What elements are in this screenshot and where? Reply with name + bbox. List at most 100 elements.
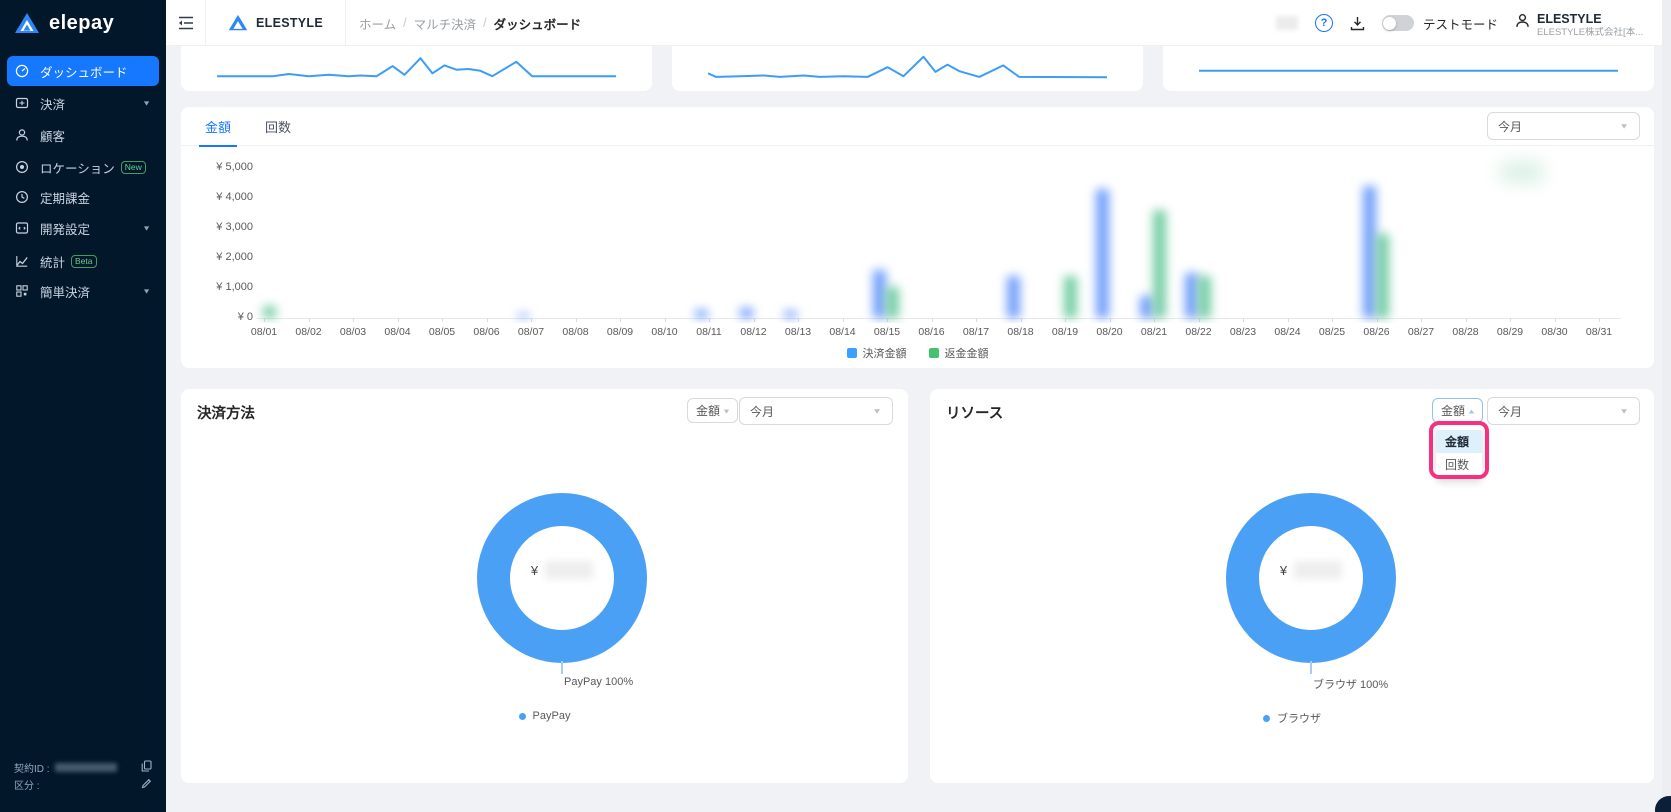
x-tick: [664, 318, 666, 322]
scrollbar-track[interactable]: [1662, 0, 1671, 812]
x-tick: [1020, 318, 1022, 322]
org-selector[interactable]: ELESTYLE: [206, 0, 346, 46]
legend-dot: [518, 712, 526, 720]
dashboard-icon: [15, 64, 30, 79]
x-tick: [1154, 318, 1155, 322]
bar-決済金額-08/15: [873, 270, 886, 318]
sidebar-item-dashboard[interactable]: ダッシュボード: [7, 56, 159, 86]
new-badge: New: [120, 160, 146, 174]
x-tick-label: 08/11: [696, 326, 722, 338]
resource-metric-button[interactable]: 金額 ▲: [1432, 398, 1483, 423]
elepay-logo: elepay: [0, 0, 166, 36]
x-tick: [442, 318, 443, 322]
donut-center-value: ¥: [477, 561, 647, 579]
x-axis-line: [257, 318, 1621, 319]
sidebar-item-label: ロケーション: [40, 161, 115, 176]
summary-card-1: [181, 46, 652, 91]
copy-icon[interactable]: [141, 760, 152, 775]
chevron-down-icon: ▼: [872, 406, 882, 416]
x-tick: [264, 318, 265, 322]
blur-artifact: [1501, 162, 1543, 182]
user-menu[interactable]: ELESTYLE ELESTYLE株式会社[本...: [1515, 7, 1657, 39]
sidebar-item-stats[interactable]: 統計 Beta: [7, 246, 159, 276]
tab-amount[interactable]: 金額: [198, 107, 238, 147]
x-tick: [1599, 318, 1600, 322]
blurred-header-item: [1275, 16, 1298, 30]
sidebar-item-dev-settings[interactable]: 開発設定 ▼: [7, 213, 159, 243]
help-icon[interactable]: ?: [1314, 14, 1333, 32]
x-tick-label: 08/25: [1318, 326, 1346, 338]
x-tick: [842, 318, 844, 322]
org-name: ELESTYLE: [256, 16, 323, 30]
donut-callout-line: [1310, 661, 1312, 674]
payment-method-title: 決済方法: [197, 406, 255, 422]
bar-決済金額-08/22: [1184, 273, 1198, 318]
resource-title: リソース: [946, 406, 1004, 422]
sidebar: elepay ダッシュボード 決済 ▼ 顧客: [0, 0, 166, 812]
x-tick: [1421, 318, 1422, 322]
y-tick-label: ¥ 4,000: [216, 191, 253, 203]
resource-period-select[interactable]: 今月 ▼: [1487, 397, 1640, 425]
x-tick-label: 08/27: [1407, 326, 1435, 338]
x-tick-label: 08/14: [829, 326, 856, 338]
payment-period-select[interactable]: 今月 ▼: [739, 397, 893, 425]
x-tick-label: 08/19: [1051, 326, 1079, 338]
x-tick-label: 08/01: [250, 326, 278, 338]
bar-chart-tabs: 金額 回数: [181, 107, 1654, 147]
sidebar-item-locations[interactable]: ロケーション New: [7, 152, 159, 182]
bar-period-select[interactable]: 今月 ▼: [1487, 112, 1640, 140]
mini-trend-chart-2: [708, 51, 1107, 87]
payment-metric-button[interactable]: 金額 ▼: [687, 398, 738, 423]
x-tick: [798, 318, 799, 322]
menu-fold-icon: [178, 16, 193, 30]
donut-callout-label: ブラウザ 100%: [1313, 679, 1389, 691]
breadcrumb-multipay[interactable]: マルチ決済: [413, 17, 477, 32]
amount-blurred: [545, 561, 594, 579]
x-tick-label: 08/02: [295, 326, 322, 338]
x-tick: [1198, 318, 1200, 322]
bar-返金金額-08/21: [1153, 210, 1166, 318]
payment-method-card: 決済方法 金額 ▼ 今月 ▼ ¥ PayPay 100% PayPay: [181, 389, 908, 783]
sidebar-collapse-button[interactable]: [166, 0, 206, 46]
x-tick-label: 08/13: [784, 326, 812, 338]
test-mode-toggle[interactable]: [1381, 15, 1414, 31]
tab-count[interactable]: 回数: [265, 119, 292, 135]
sidebar-item-payments[interactable]: 決済 ▼: [7, 88, 159, 118]
sidebar-item-label: 統計: [40, 255, 66, 270]
x-tick-label: 08/21: [1140, 326, 1168, 338]
legend-item: 決済金額: [846, 345, 907, 361]
x-tick-label: 08/03: [339, 326, 367, 338]
x-tick: [1376, 318, 1378, 322]
bar-返金金額-08/26: [1375, 234, 1389, 318]
breadcrumb-home[interactable]: ホーム: [359, 17, 397, 32]
breadcrumb-separator: /: [403, 16, 407, 30]
org-logo-icon: [228, 14, 248, 31]
chevron-up-icon: ▲: [1467, 406, 1476, 415]
user-name: ELESTYLE: [1537, 12, 1602, 26]
bar-返金金額-08/22: [1197, 276, 1211, 318]
x-tick: [976, 318, 977, 322]
daily-amount-card: 金額 回数 今月 ▼ ¥ 0 ¥ 1,000 ¥ 2,000 ¥ 3,000 ¥ 4,0…: [181, 107, 1654, 368]
x-tick: [486, 318, 488, 322]
currency-symbol: ¥: [530, 562, 539, 578]
x-tick: [931, 318, 933, 322]
bar-決済金額-08/18: [1006, 276, 1020, 318]
user-icon: [1515, 13, 1530, 33]
x-tick-label: 08/29: [1496, 326, 1524, 338]
chevron-down-icon: ▼: [142, 224, 151, 232]
bar-決済金額-08/11: [695, 310, 708, 318]
menu-item-count[interactable]: 回数: [1445, 458, 1470, 472]
x-tick-label: 08/05: [428, 326, 456, 338]
download-icon[interactable]: [1350, 16, 1365, 31]
location-icon: [15, 160, 30, 175]
sidebar-item-easy-payment[interactable]: 簡単決済 ▼: [7, 276, 159, 306]
sidebar-item-customers[interactable]: 顧客: [7, 120, 159, 150]
sidebar-item-recurring[interactable]: 定期課金: [7, 182, 159, 212]
edit-icon[interactable]: [141, 778, 152, 792]
customer-icon: [15, 128, 30, 143]
menu-item-amount[interactable]: 金額: [1436, 430, 1482, 453]
sidebar-item-label: 定期課金: [40, 191, 91, 206]
corner-widget[interactable]: [1655, 796, 1671, 812]
metric-dropdown-menu: 金額 回数: [1436, 427, 1482, 479]
